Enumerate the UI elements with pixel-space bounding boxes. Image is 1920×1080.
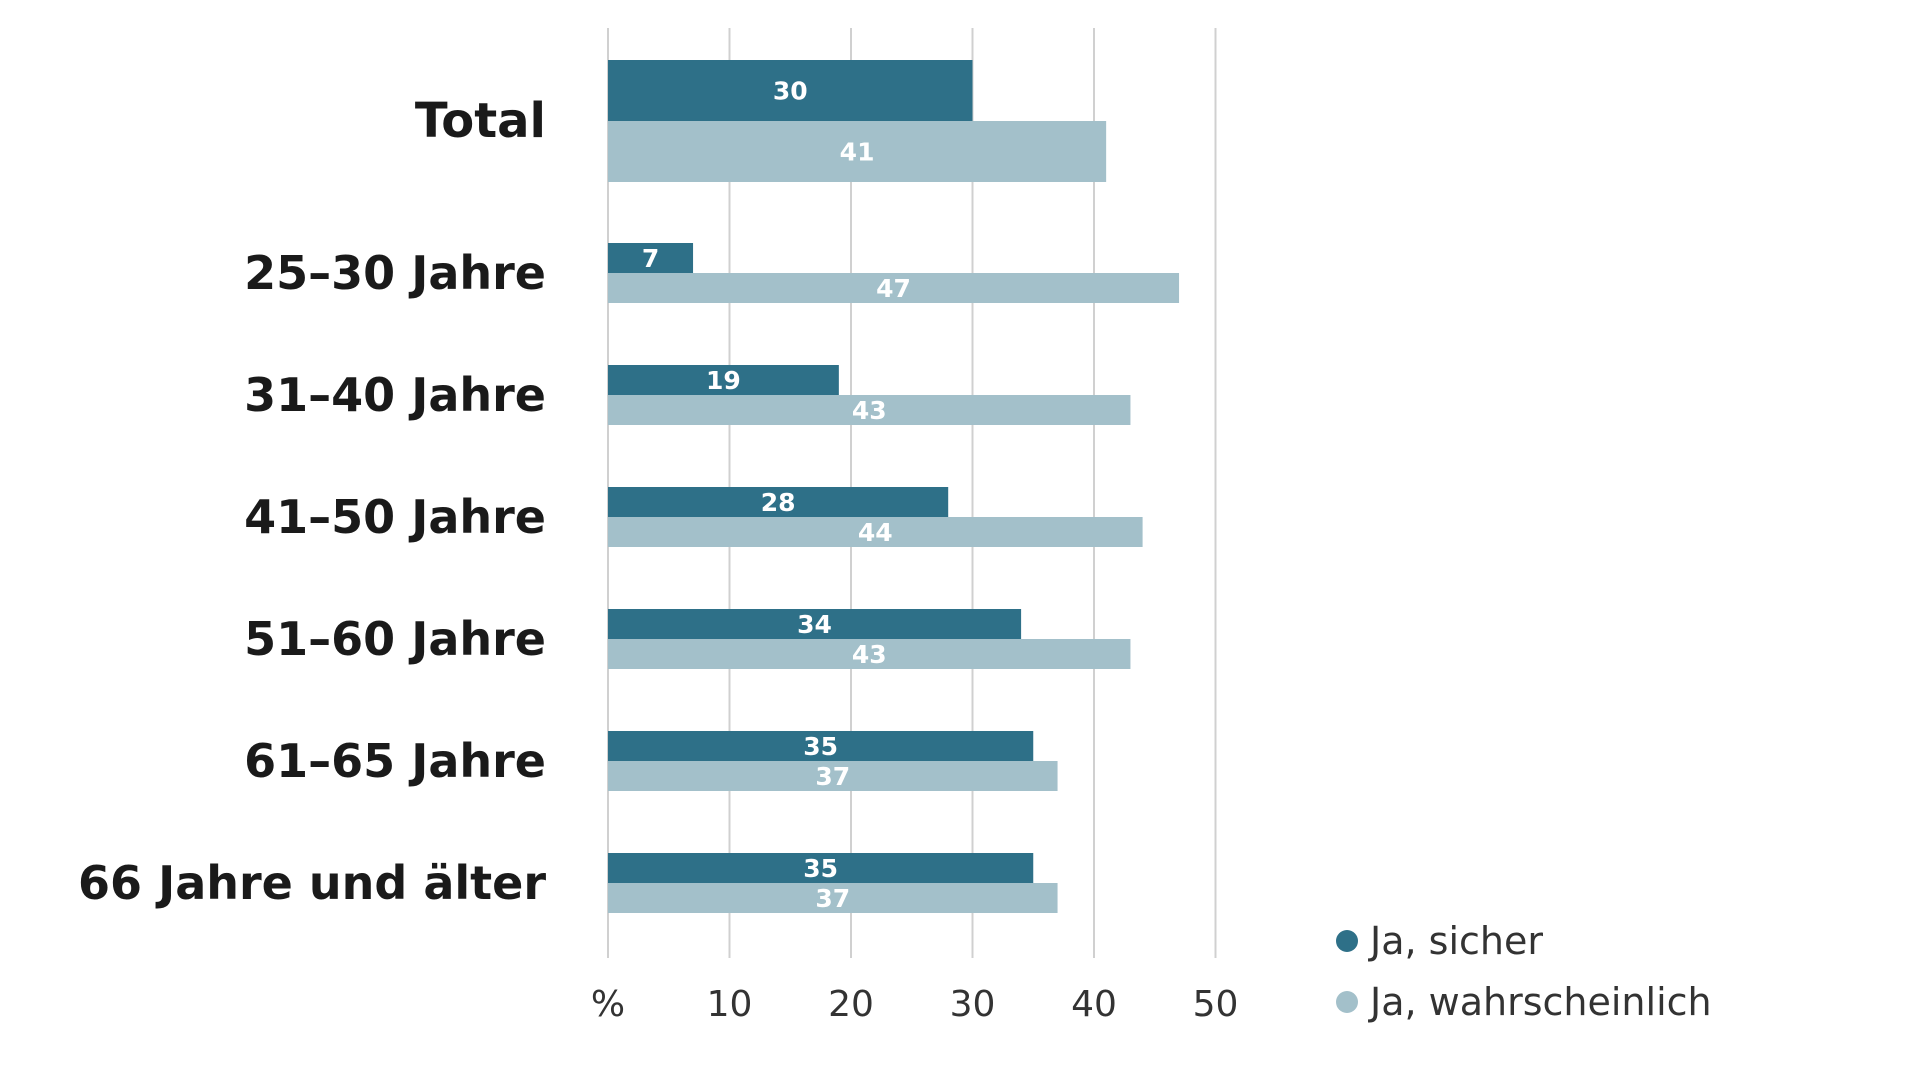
data-label-wahrscheinlich-0: 41 — [840, 138, 875, 167]
data-label-wahrscheinlich-2: 43 — [852, 396, 887, 425]
data-label-wahrscheinlich-6: 37 — [815, 884, 850, 913]
bar-wahrscheinlich-0 — [608, 121, 1107, 182]
bar-wahrscheinlich-1 — [608, 273, 1180, 303]
bar-wahrscheinlich-2 — [608, 395, 1131, 425]
tick-label-0: % — [591, 984, 625, 1025]
bar-wahrscheinlich-4 — [608, 639, 1131, 669]
data-label-wahrscheinlich-3: 44 — [858, 518, 893, 547]
legend-marker-sicher — [1336, 930, 1358, 952]
data-label-wahrscheinlich-5: 37 — [815, 762, 850, 791]
bar-sicher-0 — [608, 60, 973, 121]
bar-sicher-5 — [608, 731, 1034, 761]
tick-label-50: 50 — [1193, 984, 1239, 1025]
category-label-6: 66 Jahre und älter — [78, 856, 546, 910]
tick-label-20: 20 — [828, 984, 874, 1025]
category-label-2: 31–40 Jahre — [244, 368, 546, 422]
bar-sicher-3 — [608, 487, 949, 517]
data-label-sicher-3: 28 — [761, 488, 796, 517]
data-label-sicher-1: 7 — [642, 244, 659, 273]
data-label-sicher-4: 34 — [797, 610, 832, 639]
data-label-sicher-2: 19 — [706, 366, 741, 395]
data-label-sicher-0: 30 — [773, 77, 808, 106]
data-label-wahrscheinlich-4: 43 — [852, 640, 887, 669]
category-label-0: Total — [415, 93, 546, 149]
bar-wahrscheinlich-3 — [608, 517, 1143, 547]
tick-label-40: 40 — [1071, 984, 1117, 1025]
data-label-wahrscheinlich-1: 47 — [876, 274, 911, 303]
tick-label-10: 10 — [707, 984, 753, 1025]
legend-marker-wahrscheinlich — [1336, 991, 1358, 1013]
tick-label-30: 30 — [950, 984, 996, 1025]
legend: Ja, sicher Ja, wahrscheinlich — [1336, 919, 1712, 1024]
legend-label-wahrscheinlich: Ja, wahrscheinlich — [1368, 980, 1712, 1024]
bar-wahrscheinlich-5 — [608, 761, 1058, 791]
data-label-sicher-5: 35 — [803, 732, 838, 761]
category-labels: Total 25–30 Jahre 31–40 Jahre 41–50 Jahre 51… — [78, 93, 546, 910]
x-axis-ticks: % 10 20 30 40 50 — [591, 984, 1239, 1025]
bar-sicher-2 — [608, 365, 839, 395]
category-label-4: 51–60 Jahre — [244, 612, 546, 666]
legend-label-sicher: Ja, sicher — [1368, 919, 1543, 963]
data-label-sicher-6: 35 — [803, 854, 838, 883]
category-label-5: 61–65 Jahre — [244, 734, 546, 788]
bar-sicher-4 — [608, 609, 1022, 639]
category-label-3: 41–50 Jahre — [244, 490, 546, 544]
bar-wahrscheinlich-6 — [608, 883, 1058, 913]
category-label-1: 25–30 Jahre — [244, 246, 546, 300]
bar-sicher-1 — [608, 243, 694, 273]
bar-sicher-6 — [608, 853, 1034, 883]
